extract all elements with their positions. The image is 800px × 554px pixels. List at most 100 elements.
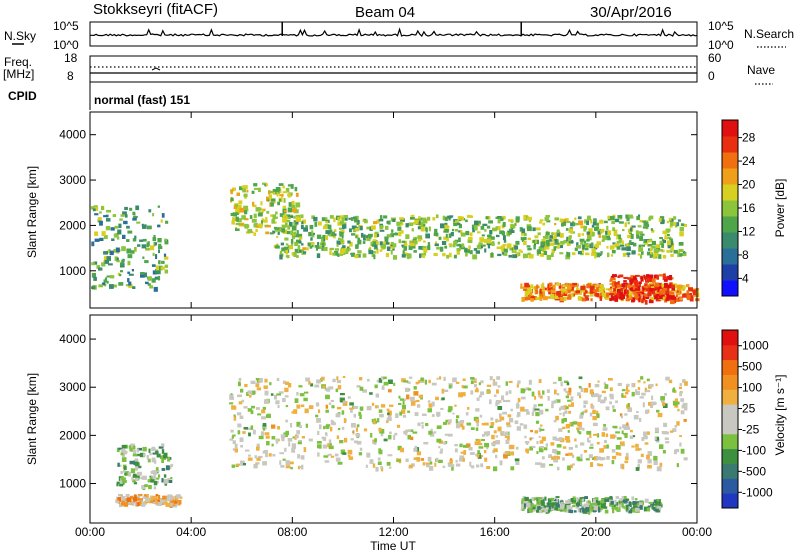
echo-cell bbox=[144, 272, 147, 278]
echo-cell bbox=[160, 266, 165, 270]
echo-cell bbox=[449, 215, 454, 218]
echo-cell bbox=[503, 253, 508, 256]
echo-cell bbox=[662, 276, 668, 280]
echo-cell bbox=[465, 230, 470, 236]
echo-cell bbox=[648, 278, 654, 283]
echo-cell bbox=[590, 298, 593, 302]
echo-cell bbox=[631, 383, 635, 388]
echo-cell bbox=[597, 506, 603, 511]
echo-cell bbox=[240, 444, 243, 448]
echo-cell bbox=[612, 455, 617, 460]
echo-cell bbox=[139, 452, 145, 458]
colorbar-segment bbox=[722, 404, 738, 420]
echo-cell bbox=[434, 243, 439, 247]
echo-cell bbox=[257, 212, 263, 217]
echo-cell bbox=[487, 390, 491, 394]
echo-cell bbox=[335, 388, 339, 393]
echo-cell bbox=[576, 456, 581, 461]
echo-cell bbox=[285, 465, 291, 469]
echo-cell bbox=[640, 453, 644, 458]
power-heatmap bbox=[90, 182, 700, 305]
echo-cell bbox=[666, 294, 671, 300]
echo-cell bbox=[521, 396, 526, 400]
echo-cell bbox=[520, 283, 523, 288]
echo-cell bbox=[648, 401, 652, 406]
echo-cell bbox=[97, 217, 102, 221]
echo-cell bbox=[526, 502, 531, 508]
echo-cell bbox=[545, 296, 550, 299]
echo-cell bbox=[598, 508, 601, 513]
echo-cell bbox=[456, 250, 460, 255]
echo-cell bbox=[92, 208, 96, 212]
echo-cell bbox=[440, 448, 443, 453]
echo-cell bbox=[477, 439, 481, 444]
echo-cell bbox=[495, 418, 499, 421]
echo-cell bbox=[276, 243, 279, 247]
echo-cell bbox=[265, 414, 271, 418]
echo-cell bbox=[115, 500, 120, 504]
echo-cell bbox=[116, 257, 119, 261]
colorbar-segment bbox=[722, 389, 738, 405]
echo-cell bbox=[643, 435, 648, 440]
echo-cell bbox=[270, 393, 274, 396]
echo-cell bbox=[581, 248, 585, 253]
echo-cell bbox=[637, 459, 642, 464]
echo-cell bbox=[603, 445, 607, 449]
echo-cell bbox=[469, 461, 472, 467]
echo-cell bbox=[146, 242, 150, 248]
echo-cell bbox=[654, 436, 657, 441]
echo-cell bbox=[539, 253, 545, 257]
echo-cell bbox=[355, 244, 359, 249]
colorbar-segment bbox=[722, 359, 738, 375]
echo-cell bbox=[550, 502, 555, 507]
echo-cell bbox=[356, 221, 359, 225]
echo-cell bbox=[492, 227, 497, 232]
echo-cell bbox=[538, 462, 542, 466]
echo-cell bbox=[127, 260, 131, 266]
echo-cell bbox=[570, 498, 574, 503]
echo-cell bbox=[671, 286, 675, 291]
echo-cell bbox=[637, 225, 642, 228]
echo-cell bbox=[616, 245, 621, 250]
echo-cell bbox=[491, 434, 495, 440]
echo-cell bbox=[612, 506, 617, 510]
echo-cell bbox=[581, 233, 585, 236]
echo-cell bbox=[539, 440, 544, 444]
echo-cell bbox=[135, 462, 140, 467]
echo-cell bbox=[651, 505, 654, 510]
colorbar-segment bbox=[722, 248, 738, 265]
echo-cell bbox=[355, 427, 358, 432]
echo-cell bbox=[431, 382, 437, 386]
echo-cell bbox=[299, 393, 305, 397]
echo-cell bbox=[153, 286, 158, 292]
echo-cell bbox=[479, 414, 483, 418]
echo-cell bbox=[126, 248, 132, 254]
echo-cell bbox=[258, 435, 264, 440]
echo-cell bbox=[366, 406, 372, 411]
echo-cell bbox=[653, 456, 658, 461]
echo-cell bbox=[238, 381, 241, 387]
echo-cell bbox=[380, 432, 384, 437]
echo-cell bbox=[568, 452, 573, 456]
echo-cell bbox=[439, 376, 442, 380]
echo-cell bbox=[551, 284, 556, 289]
echo-cell bbox=[524, 435, 527, 439]
echo-cell bbox=[682, 288, 685, 291]
echo-cell bbox=[552, 381, 557, 384]
echo-cell bbox=[666, 236, 672, 240]
echo-cell bbox=[235, 228, 240, 231]
echo-cell bbox=[589, 434, 592, 438]
echo-cell bbox=[576, 288, 580, 291]
echo-cell bbox=[594, 383, 600, 388]
echo-cell bbox=[568, 410, 572, 414]
echo-cell bbox=[566, 382, 570, 386]
echo-cell bbox=[291, 200, 295, 206]
echo-cell bbox=[653, 293, 656, 297]
echo-cell bbox=[121, 501, 124, 506]
echo-cell bbox=[393, 255, 397, 260]
echo-cell bbox=[593, 218, 597, 224]
echo-cell bbox=[561, 290, 565, 294]
echo-cell bbox=[462, 457, 465, 462]
echo-cell bbox=[324, 217, 328, 220]
